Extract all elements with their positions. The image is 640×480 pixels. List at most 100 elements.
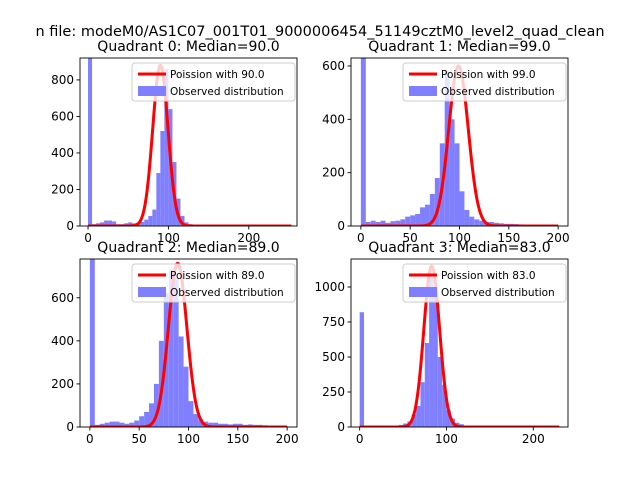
x-tick-label: 200	[547, 231, 570, 245]
histogram-bar	[152, 209, 157, 226]
histogram-bar	[180, 215, 185, 226]
legend-patch-swatch	[409, 287, 437, 297]
histogram-bar	[375, 222, 381, 226]
histogram-bar	[134, 420, 140, 427]
y-tick-label: 400	[322, 112, 345, 126]
y-tick-label: 0	[337, 420, 345, 434]
x-tick-label: 100	[448, 231, 471, 245]
histogram-bar	[140, 221, 145, 226]
histogram-bar	[479, 220, 485, 226]
axes-frame	[79, 57, 298, 227]
histogram-bar	[109, 421, 115, 427]
y-tick-label: 200	[322, 166, 345, 180]
histogram-bar	[178, 336, 184, 427]
x-tick-label: 200	[237, 231, 260, 245]
legend-box	[402, 62, 567, 102]
histogram-bar	[237, 423, 243, 427]
legend-label-fit: Poission with 83.0	[441, 270, 536, 282]
histogram-bar	[474, 219, 480, 226]
histogram-bar	[144, 219, 149, 226]
histogram-bar	[129, 422, 135, 427]
histogram-bar	[405, 216, 411, 226]
legend-label-fit: Poission with 99.0	[441, 69, 536, 81]
legend: Poission with 83.0 Observed distribution	[402, 263, 567, 303]
histogram-bar	[454, 143, 460, 226]
quadrant-3-panel: 0 100 200 0 250 500 750 1000 Poission with 83.0 O…	[314, 240, 569, 446]
histogram-bar	[429, 266, 434, 427]
histogram-bar	[89, 259, 95, 427]
histogram-bar	[114, 421, 120, 427]
histogram-bar	[415, 214, 421, 226]
histogram-bar	[370, 220, 376, 226]
panel-title: Quadrant 0: Median=90.0	[97, 39, 279, 55]
panel-title: Quadrant 1: Median=99.0	[368, 39, 550, 55]
y-tick-label: 400	[51, 334, 74, 348]
histogram-bar	[164, 68, 169, 226]
histogram-bar	[400, 219, 406, 226]
histogram-bar	[459, 191, 465, 226]
histogram-bar	[173, 278, 179, 427]
x-tick-label: 100	[435, 432, 458, 446]
histogram-bar	[223, 423, 228, 427]
histogram-bar	[395, 220, 401, 226]
legend-box	[402, 263, 567, 303]
y-tick-label: 600	[322, 59, 345, 73]
plot-area	[88, 259, 289, 427]
histogram-bar	[88, 58, 93, 226]
legend: Poission with 90.0 Observed distribution	[131, 62, 296, 102]
histogram-bar	[139, 416, 145, 427]
histogram-bar	[410, 215, 416, 226]
legend-label-observed: Observed distribution	[170, 86, 284, 98]
x-tick-label: 200	[276, 432, 299, 446]
histogram-bar	[446, 410, 451, 427]
histogram-bar	[380, 220, 386, 226]
histogram-bar	[232, 423, 238, 427]
histogram-bar	[108, 220, 113, 226]
histogram-bar	[411, 414, 417, 427]
legend-patch-swatch	[138, 287, 166, 297]
histogram-bar	[208, 422, 214, 427]
x-tick-label: 50	[403, 231, 418, 245]
legend-label-fit: Poission with 90.0	[170, 69, 265, 81]
histogram-bar	[168, 269, 174, 427]
x-tick-label: 150	[226, 432, 249, 446]
y-tick-label: 800	[51, 73, 74, 87]
x-tick-label: 100	[177, 432, 200, 446]
histogram-bar	[434, 178, 440, 226]
histogram-bar	[213, 422, 219, 427]
legend-label-observed: Observed distribution	[441, 86, 555, 98]
y-tick-label: 1000	[314, 280, 345, 294]
histogram-bar	[112, 221, 117, 226]
x-tick-label: 0	[84, 231, 92, 245]
poisson-fit-line	[88, 261, 289, 427]
legend-patch-swatch	[138, 86, 166, 96]
histogram-bar	[469, 216, 475, 226]
histogram-bar	[494, 222, 499, 226]
histogram-bar	[149, 403, 154, 427]
histogram-bar	[365, 222, 371, 226]
y-tick-label: 200	[51, 377, 74, 391]
histogram-bar	[128, 222, 133, 226]
figure-suptitle: n file: modeM0/AS1C07_001T01_9000006454_…	[35, 24, 604, 40]
histogram-bar	[198, 419, 204, 427]
histogram-bar	[360, 58, 366, 226]
histogram-bar	[420, 382, 425, 427]
histogram-bar	[124, 423, 130, 427]
histogram-bar	[424, 204, 430, 226]
histogram-bar	[144, 411, 150, 427]
x-tick-label: 150	[497, 231, 520, 245]
y-tick-label: 500	[322, 350, 345, 364]
histogram-bar	[218, 423, 224, 427]
histogram-bar	[160, 131, 165, 226]
legend-label-fit: Poission with 89.0	[170, 270, 265, 282]
histogram-bar	[104, 422, 110, 427]
legend-box	[131, 263, 296, 303]
y-tick-label: 750	[322, 315, 345, 329]
y-tick-label: 600	[51, 291, 74, 305]
histogram-bar	[183, 366, 189, 427]
quadrant-2-panel: 0 50 100 150 200 0 200 400 600 Poission with 89.0…	[51, 240, 298, 446]
histogram-bar	[153, 383, 159, 427]
x-tick-label: 100	[157, 231, 180, 245]
histogram-bar	[99, 423, 105, 427]
